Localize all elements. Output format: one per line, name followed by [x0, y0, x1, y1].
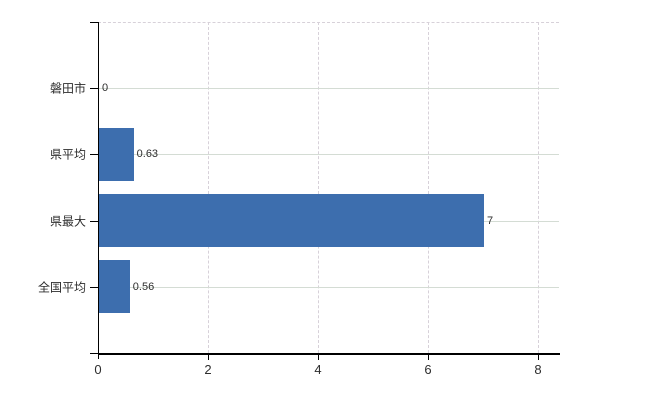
v-gridline [208, 22, 209, 353]
y-axis-line [98, 22, 99, 359]
y-axis-tick [90, 22, 98, 23]
y-axis-tick [90, 88, 98, 90]
category-label: 磐田市 [49, 81, 86, 96]
bar-value-label: 0 [102, 82, 109, 95]
x-axis-tick-label: 8 [534, 362, 542, 377]
bar-value-label: 0.63 [136, 148, 159, 161]
v-gridline [428, 22, 429, 353]
bar-value-label: 7 [487, 214, 494, 227]
v-gridline [538, 22, 539, 353]
x-axis-tick-label: 4 [314, 362, 322, 377]
y-axis-tick [90, 220, 98, 222]
category-label: 県最大 [49, 214, 86, 229]
y-axis-tick [90, 154, 98, 156]
v-gridline [318, 22, 319, 353]
h-gridline [98, 154, 559, 156]
x-axis-tick-label: 0 [94, 362, 102, 377]
bar [99, 194, 484, 248]
x-axis-tick [208, 355, 209, 360]
x-axis-line [98, 353, 560, 355]
y-axis-tick [90, 286, 98, 288]
bar [99, 127, 134, 181]
category-label: 全国平均 [37, 280, 86, 295]
bar [99, 260, 130, 314]
y-axis-tick [90, 353, 98, 354]
bar-value-label: 0.56 [132, 280, 155, 293]
h-gridline [98, 88, 559, 90]
plot-top-boundary-line [98, 22, 559, 23]
category-label: 県平均 [49, 147, 86, 162]
x-axis-tick [538, 355, 539, 360]
x-axis-tick [428, 355, 429, 360]
x-axis-tick-label: 6 [424, 362, 432, 377]
x-axis-tick [318, 355, 319, 360]
h-gridline [98, 286, 559, 288]
x-axis-tick-label: 2 [204, 362, 212, 377]
